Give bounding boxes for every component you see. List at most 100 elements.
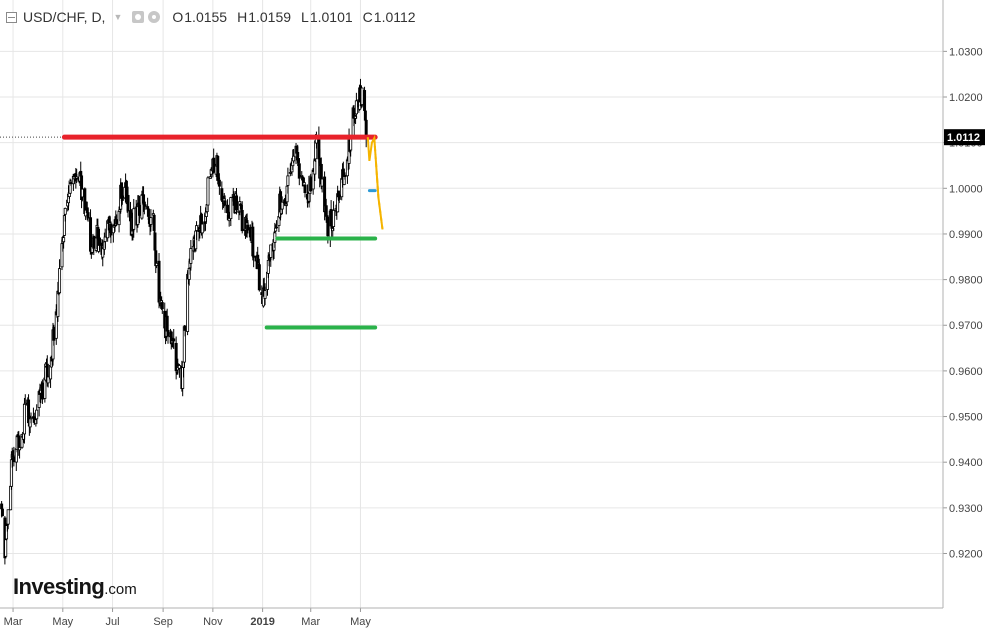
eye-icon[interactable]	[132, 11, 145, 23]
candle-body-down	[240, 209, 244, 232]
candle-body-down	[343, 174, 347, 177]
logo-suffix: .com	[104, 581, 137, 598]
candle-body-down	[257, 264, 261, 291]
candle	[274, 220, 278, 229]
candle-body-up	[4, 539, 8, 557]
candle	[332, 201, 336, 231]
candle	[103, 228, 107, 249]
candle-body-up	[6, 509, 10, 525]
candle-body-up	[68, 180, 72, 194]
x-tick-label: May	[350, 616, 371, 628]
candle	[90, 246, 94, 254]
candle-body-down	[52, 326, 56, 341]
candle	[300, 171, 304, 178]
candle-body-up	[103, 236, 107, 242]
candle-body-down	[183, 325, 187, 331]
candle-body-up	[63, 207, 67, 215]
candle-body-down	[212, 157, 216, 173]
candle	[68, 178, 72, 195]
candle-body-up	[177, 365, 181, 369]
candle-body-up	[35, 409, 39, 420]
candle	[280, 196, 284, 215]
candle-body-up	[269, 244, 273, 258]
y-tick-label: 0.9600	[949, 366, 983, 378]
candle-body-down	[153, 232, 157, 251]
drawing-annotations[interactable]	[61, 134, 384, 330]
collapse-icon[interactable]	[6, 11, 17, 23]
candle-body-up	[349, 138, 353, 151]
candle-body-up	[155, 262, 159, 266]
candle-body-up	[286, 175, 290, 186]
candle-body-down	[92, 235, 96, 249]
candle	[27, 394, 31, 426]
candle	[227, 211, 231, 227]
projection-dashed-segment[interactable]	[373, 138, 384, 230]
candle	[216, 155, 220, 185]
candle	[257, 258, 261, 292]
candle-body-up	[80, 188, 84, 198]
candle	[360, 87, 364, 108]
candle-body-down	[12, 456, 16, 463]
candle	[200, 216, 204, 239]
candle	[5, 524, 9, 541]
y-tick-label: 1.0200	[949, 92, 983, 104]
candle-body-up	[360, 87, 364, 105]
candle-body-up	[5, 525, 9, 540]
x-tick-label: Mar	[301, 616, 320, 628]
y-tick-label: 0.9300	[949, 503, 983, 515]
candle-body-down	[363, 110, 367, 121]
candle	[86, 208, 90, 222]
candle	[229, 196, 233, 227]
candle-body-down	[80, 175, 84, 201]
candle	[101, 239, 105, 267]
candle	[6, 509, 10, 530]
candle-body-down	[303, 184, 307, 193]
candle-body-down	[252, 255, 256, 258]
candle-body-up	[200, 223, 204, 234]
candle-body-up	[149, 217, 153, 225]
candle-body-down	[160, 302, 164, 310]
candle-body-up	[58, 268, 62, 294]
candle	[292, 149, 296, 164]
candle	[132, 198, 136, 238]
candle-body-up	[354, 100, 358, 115]
candle	[286, 167, 290, 194]
last-price-tag-bg	[944, 129, 985, 146]
candle	[313, 158, 317, 182]
low-value: L1.0101	[301, 9, 353, 25]
candle-body-down	[69, 182, 73, 185]
candle	[263, 283, 267, 306]
high-value: H1.0159	[237, 9, 292, 25]
chart-header: USD/CHF, D, ▼ O1.0155 H1.0159 L1.0101 C1…	[6, 9, 416, 25]
candle-body-down	[120, 195, 124, 201]
candle	[172, 329, 176, 349]
candle-body-down	[174, 342, 178, 372]
chevron-down-icon[interactable]: ▼	[113, 12, 123, 22]
candle-body-down	[86, 212, 90, 219]
candle-body-up	[263, 290, 267, 299]
candle-body-up	[227, 217, 231, 222]
candle	[143, 204, 147, 210]
ohlc-readout: O1.0155 H1.0159 L1.0101 C1.0112	[172, 9, 415, 25]
gear-icon[interactable]	[148, 11, 161, 23]
candle-body-down	[89, 217, 93, 252]
candle	[97, 228, 101, 251]
x-tick-label: Sep	[153, 616, 173, 628]
candle-body-down	[363, 90, 367, 111]
last-price-tag: 1.0112	[944, 129, 985, 146]
y-tick-label: 0.9200	[949, 548, 983, 560]
candle-body-down	[97, 237, 101, 246]
candle-body-up	[280, 201, 284, 210]
candle	[217, 173, 221, 195]
candle-body-up	[300, 175, 304, 177]
candle-body-up	[75, 176, 79, 179]
candle-body-up	[332, 210, 336, 227]
candle	[223, 195, 227, 213]
candle-body-up	[313, 160, 317, 175]
candle-body-up	[46, 376, 50, 384]
candle-body-down	[143, 204, 147, 207]
candle	[303, 183, 307, 198]
